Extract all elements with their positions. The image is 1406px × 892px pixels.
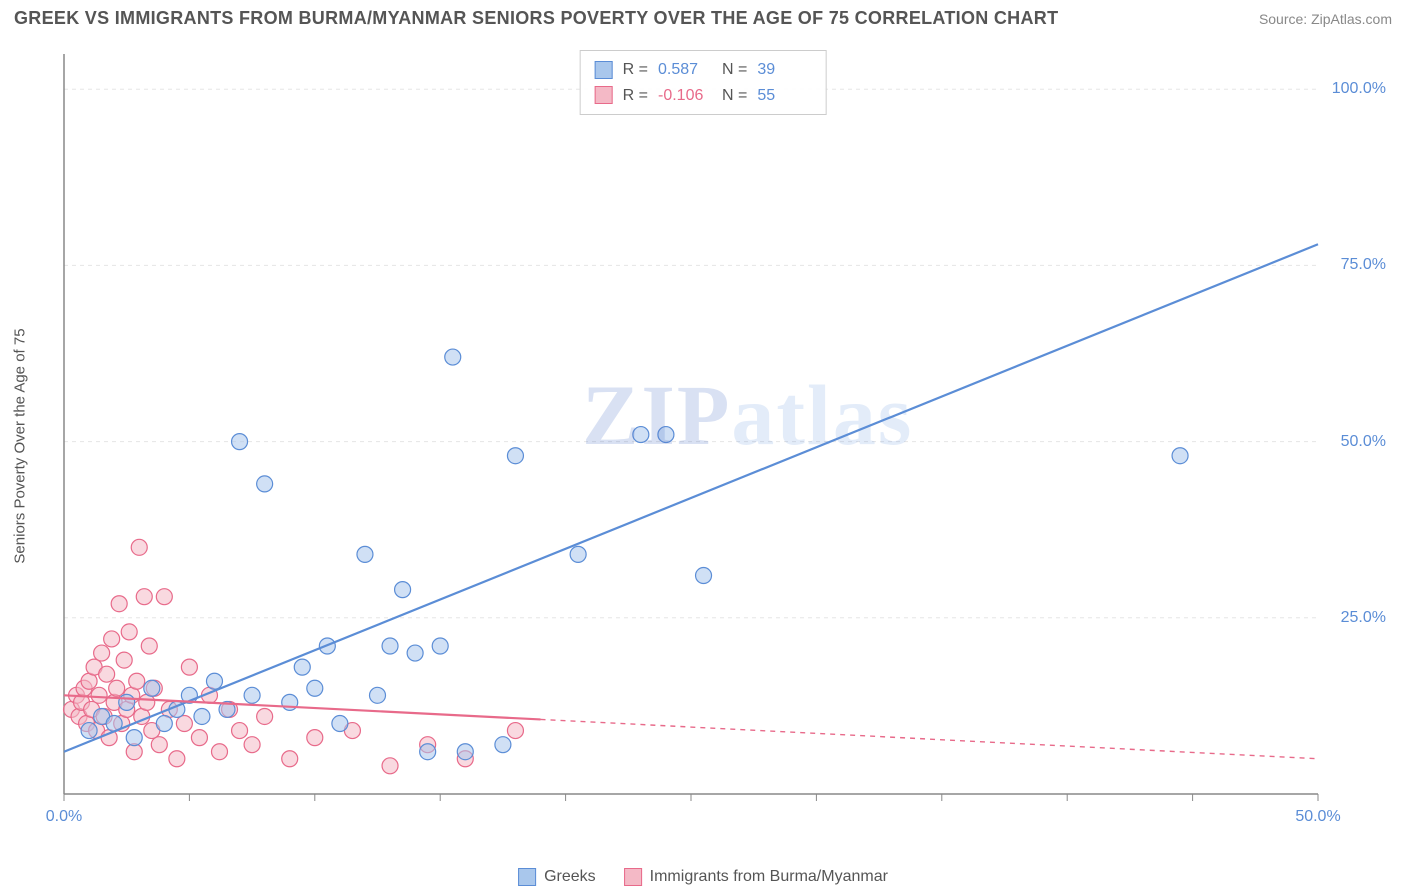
r-label: R = xyxy=(623,57,648,83)
y-tick-label: 50.0% xyxy=(1341,433,1386,451)
stats-row-greeks: R = 0.587 N = 39 xyxy=(595,57,812,83)
series-legend: Greeks Immigrants from Burma/Myanmar xyxy=(518,868,888,886)
swatch-immigrants xyxy=(624,868,642,886)
legend-item-immigrants: Immigrants from Burma/Myanmar xyxy=(624,868,888,886)
x-tick-label: 0.0% xyxy=(46,808,82,826)
r-value-greeks: 0.587 xyxy=(658,57,712,83)
chart-title: GREEK VS IMMIGRANTS FROM BURMA/MYANMAR S… xyxy=(14,8,1058,29)
correlation-stats-box: R = 0.587 N = 39 R = -0.106 N = 55 xyxy=(580,50,827,115)
y-axis-label: Seniors Poverty Over the Age of 75 xyxy=(12,328,29,563)
r-label: R = xyxy=(623,83,648,109)
legend-label-greeks: Greeks xyxy=(544,868,596,886)
legend-item-greeks: Greeks xyxy=(518,868,596,886)
swatch-greeks xyxy=(595,61,613,79)
y-tick-label: 75.0% xyxy=(1341,256,1386,274)
y-tick-label: 100.0% xyxy=(1332,80,1386,98)
swatch-immigrants xyxy=(595,86,613,104)
n-value-immigrants: 55 xyxy=(757,83,811,109)
legend-label-immigrants: Immigrants from Burma/Myanmar xyxy=(650,868,888,886)
chart-area: ZIPatlas 25.0%50.0%75.0%100.0%0.0%50.0% xyxy=(54,44,1388,834)
r-value-immigrants: -0.106 xyxy=(658,83,712,109)
y-tick-label: 25.0% xyxy=(1341,609,1386,627)
n-value-greeks: 39 xyxy=(757,57,811,83)
source-label: Source: ZipAtlas.com xyxy=(1259,11,1392,27)
x-tick-label: 50.0% xyxy=(1295,808,1340,826)
n-label: N = xyxy=(722,83,747,109)
stats-row-immigrants: R = -0.106 N = 55 xyxy=(595,83,812,109)
scatter-plot xyxy=(54,44,1388,834)
n-label: N = xyxy=(722,57,747,83)
swatch-greeks xyxy=(518,868,536,886)
